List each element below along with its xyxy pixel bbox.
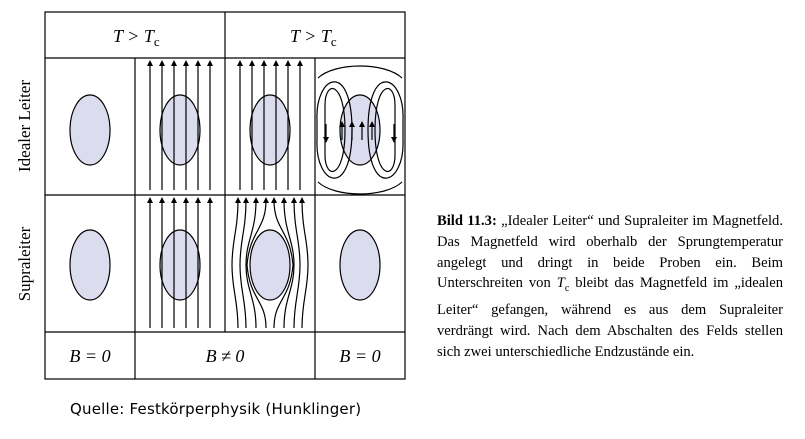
source-credit: Quelle: Festkörperphysik (Hunklinger) [70, 400, 362, 418]
field-lines-uniform [147, 60, 213, 190]
sample-ellipse [69, 94, 111, 166]
sample-ellipse [69, 229, 111, 301]
caption-tc-var: T [556, 275, 565, 292]
header-right-label: T > Tc [290, 26, 337, 49]
figure-caption: Bild 11.3: „Idealer Leiter“ und Supralei… [437, 211, 783, 362]
footer-right-label: B = 0 [339, 346, 380, 366]
caption-text-a: „Idealer Leiter“ und Supraleiter im Magn… [437, 213, 783, 292]
grid-lines [44, 11, 406, 380]
caption-label: Bild 11.3: [437, 213, 497, 229]
row-label-ideal-conductor: Idealer Leiter [15, 80, 34, 172]
sample-ellipse [339, 229, 381, 301]
header-left-label: T > Tc [113, 26, 160, 49]
field-lines-uniform [147, 197, 213, 328]
footer-left-label: B = 0 [69, 346, 110, 366]
field-lines-expelled [231, 197, 309, 329]
field-lines-dipole [316, 65, 404, 195]
row-label-superconductor: Supraleiter [15, 226, 34, 301]
caption-tc-sub: c [564, 283, 570, 295]
footer-middle-label: B ≠ 0 [206, 346, 245, 366]
caption-text-b: bleibt das Magnetfeld im „idealen Leiter… [437, 275, 784, 360]
field-lines-trapped [237, 60, 303, 190]
